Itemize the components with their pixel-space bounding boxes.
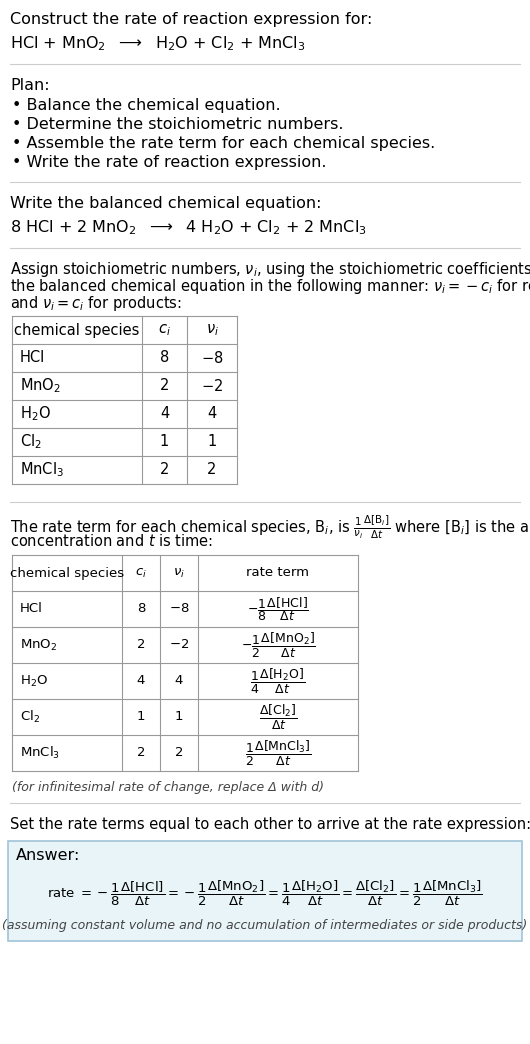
Text: $-\dfrac{1}{2}\dfrac{\Delta[\mathrm{MnO_2}]}{\Delta t}$: $-\dfrac{1}{2}\dfrac{\Delta[\mathrm{MnO_… (241, 631, 315, 660)
Text: The rate term for each chemical species, B$_i$, is $\frac{1}{\nu_i}\frac{\Delta[: The rate term for each chemical species,… (10, 514, 530, 542)
Text: 1: 1 (207, 434, 217, 450)
Text: Set the rate terms equal to each other to arrive at the rate expression:: Set the rate terms equal to each other t… (10, 817, 530, 832)
Text: Cl$_2$: Cl$_2$ (20, 709, 40, 725)
Text: 1: 1 (137, 711, 145, 723)
Text: $\nu_i$: $\nu_i$ (206, 323, 218, 338)
Text: 1: 1 (175, 711, 183, 723)
Text: 8: 8 (137, 602, 145, 616)
Text: 4: 4 (137, 674, 145, 688)
Text: $-$2: $-$2 (169, 639, 189, 651)
Text: $-$2: $-$2 (201, 378, 223, 394)
Text: H$_2$O: H$_2$O (20, 405, 51, 424)
Text: rate $= -\dfrac{1}{8}\dfrac{\Delta[\mathrm{HCl}]}{\Delta t} = -\dfrac{1}{2}\dfra: rate $= -\dfrac{1}{8}\dfrac{\Delta[\math… (47, 878, 483, 907)
Text: HCl: HCl (20, 602, 43, 616)
Text: MnO$_2$: MnO$_2$ (20, 638, 57, 652)
Text: 2: 2 (137, 639, 145, 651)
FancyBboxPatch shape (8, 841, 522, 941)
Text: and $\nu_i = c_i$ for products:: and $\nu_i = c_i$ for products: (10, 294, 182, 313)
Text: • Write the rate of reaction expression.: • Write the rate of reaction expression. (12, 155, 326, 170)
Text: 2: 2 (175, 746, 183, 759)
Text: $-\dfrac{1}{8}\dfrac{\Delta[\mathrm{HCl}]}{\Delta t}$: $-\dfrac{1}{8}\dfrac{\Delta[\mathrm{HCl}… (247, 595, 309, 623)
Text: $-$8: $-$8 (201, 350, 223, 366)
Text: $\dfrac{1}{4}\dfrac{\Delta[\mathrm{H_2O}]}{\Delta t}$: $\dfrac{1}{4}\dfrac{\Delta[\mathrm{H_2O}… (251, 666, 306, 695)
Text: (for infinitesimal rate of change, replace Δ with d): (for infinitesimal rate of change, repla… (12, 781, 324, 794)
Text: • Determine the stoichiometric numbers.: • Determine the stoichiometric numbers. (12, 117, 343, 132)
Text: 8 HCl + 2 MnO$_2$  $\longrightarrow$  4 H$_2$O + Cl$_2$ + 2 MnCl$_3$: 8 HCl + 2 MnO$_2$ $\longrightarrow$ 4 H$… (10, 218, 367, 237)
Text: $-$8: $-$8 (169, 602, 189, 616)
Text: 4: 4 (175, 674, 183, 688)
Text: concentration and $t$ is time:: concentration and $t$ is time: (10, 533, 213, 549)
Text: Construct the rate of reaction expression for:: Construct the rate of reaction expressio… (10, 11, 373, 27)
Text: $\dfrac{1}{2}\dfrac{\Delta[\mathrm{MnCl_3}]}{\Delta t}$: $\dfrac{1}{2}\dfrac{\Delta[\mathrm{MnCl_… (245, 738, 312, 767)
Text: • Balance the chemical equation.: • Balance the chemical equation. (12, 98, 280, 113)
Text: Plan:: Plan: (10, 78, 50, 93)
Text: chemical species: chemical species (14, 323, 140, 337)
Text: MnO$_2$: MnO$_2$ (20, 377, 61, 396)
Text: (assuming constant volume and no accumulation of intermediates or side products): (assuming constant volume and no accumul… (2, 919, 528, 932)
Text: 1: 1 (160, 434, 169, 450)
Text: $c_i$: $c_i$ (135, 567, 147, 579)
Text: • Assemble the rate term for each chemical species.: • Assemble the rate term for each chemic… (12, 136, 435, 151)
Text: MnCl$_3$: MnCl$_3$ (20, 460, 64, 479)
Text: 4: 4 (207, 406, 217, 422)
Text: 4: 4 (160, 406, 169, 422)
Text: 2: 2 (207, 462, 217, 477)
Text: Cl$_2$: Cl$_2$ (20, 432, 42, 451)
Text: $\dfrac{\Delta[\mathrm{Cl_2}]}{\Delta t}$: $\dfrac{\Delta[\mathrm{Cl_2}]}{\Delta t}… (259, 703, 297, 732)
Text: $\nu_i$: $\nu_i$ (173, 567, 185, 579)
Text: H$_2$O: H$_2$O (20, 673, 48, 689)
Text: chemical species: chemical species (10, 567, 124, 579)
Text: rate term: rate term (246, 567, 310, 579)
Text: 2: 2 (160, 379, 169, 394)
Text: HCl: HCl (20, 351, 45, 365)
Text: $c_i$: $c_i$ (158, 323, 171, 338)
Text: Assign stoichiometric numbers, $\nu_i$, using the stoichiometric coefficients, $: Assign stoichiometric numbers, $\nu_i$, … (10, 260, 530, 279)
Text: 8: 8 (160, 351, 169, 365)
Text: Answer:: Answer: (16, 848, 81, 863)
Text: the balanced chemical equation in the following manner: $\nu_i = -c_i$ for react: the balanced chemical equation in the fo… (10, 277, 530, 296)
Text: HCl + MnO$_2$  $\longrightarrow$  H$_2$O + Cl$_2$ + MnCl$_3$: HCl + MnO$_2$ $\longrightarrow$ H$_2$O +… (10, 34, 306, 52)
Text: Write the balanced chemical equation:: Write the balanced chemical equation: (10, 196, 322, 211)
Text: MnCl$_3$: MnCl$_3$ (20, 745, 60, 761)
Text: 2: 2 (160, 462, 169, 477)
Text: 2: 2 (137, 746, 145, 759)
